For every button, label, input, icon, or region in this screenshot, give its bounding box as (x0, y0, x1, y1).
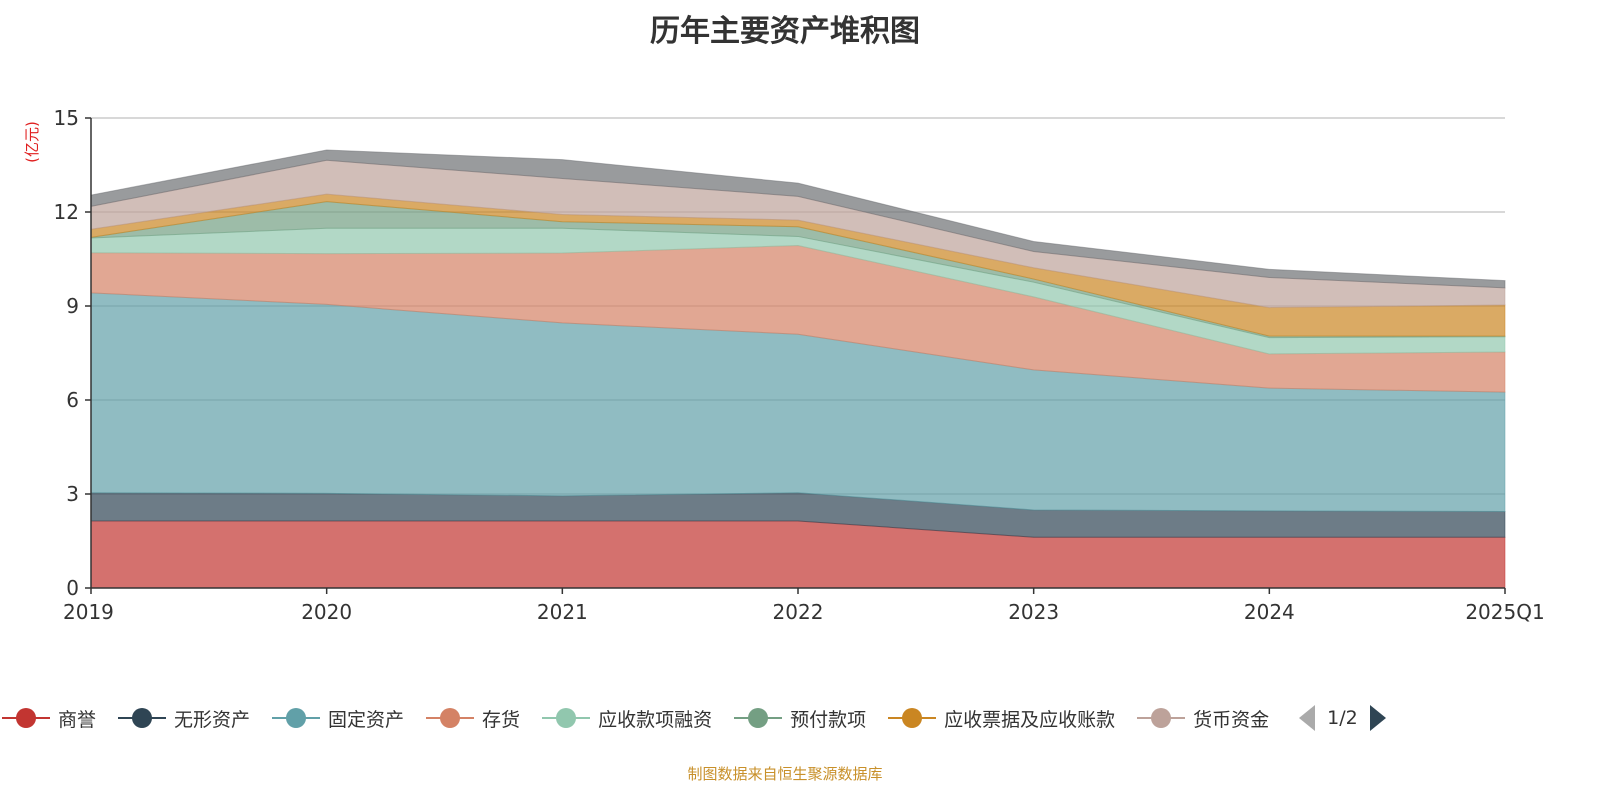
legend-label: 应收票据及应收账款 (944, 708, 1116, 731)
y-tick-label: 12 (54, 200, 79, 224)
legend-label: 固定资产 (328, 708, 405, 731)
legend-item-0[interactable]: 商誉 (2, 705, 96, 732)
x-tick-label: 2021 (537, 600, 588, 624)
legend-item-4[interactable]: 应收款项融资 (542, 705, 712, 732)
y-tick-label: 9 (66, 294, 79, 318)
legend-label: 预付款项 (790, 708, 867, 731)
legend-page-indicator: 1/2 (1327, 707, 1358, 729)
x-tick-label: 2023 (1008, 600, 1059, 624)
legend-marker-icon (118, 708, 167, 728)
legend-label: 存货 (482, 708, 521, 731)
legend-next-page-icon[interactable] (1368, 703, 1388, 733)
legend-marker-icon (1137, 708, 1186, 728)
legend-marker-icon (272, 708, 321, 728)
y-tick-label: 6 (66, 388, 79, 412)
legend-marker-icon (734, 708, 783, 728)
y-axis-unit-label: (亿元) (23, 121, 41, 163)
y-tick-label: 0 (66, 576, 79, 600)
legend-item-2[interactable]: 固定资产 (272, 705, 404, 732)
legend-item-6[interactable]: 应收票据及应收账款 (888, 705, 1115, 732)
x-tick-label: 2020 (301, 600, 352, 624)
legend-marker-icon (888, 708, 937, 728)
legend-marker-icon (542, 708, 591, 728)
legend-marker-icon (426, 708, 475, 728)
legend-label: 货币资金 (1193, 708, 1270, 731)
x-tick-label: 2019 (63, 600, 114, 624)
area-series-8 (90, 149, 1506, 289)
legend-item-3[interactable]: 存货 (426, 705, 520, 732)
legend-item-5[interactable]: 预付款项 (734, 705, 866, 732)
legend-label: 应收款项融资 (598, 708, 713, 731)
legend-pager: 1/2 (1297, 703, 1388, 733)
chart-title: 历年主要资产堆积图 (650, 14, 920, 49)
legend: 商誉 无形资产 固定资产 存货 应收款项融资 预付款项 应收票据及应收账款 货币资金 1/2 (2, 703, 1388, 733)
x-tick-label: 2024 (1244, 600, 1295, 624)
stacked-area-chart: 0 3 6 9 12 15 2019 2020 2021 2022 2023 2024 2025Q1 (亿… (23, 106, 1545, 624)
x-tick-label: 2022 (773, 600, 824, 624)
legend-marker-icon (2, 708, 50, 728)
y-tick-label: 3 (66, 482, 79, 506)
legend-prev-page-icon[interactable] (1297, 703, 1317, 733)
y-tick-label: 15 (54, 106, 79, 130)
x-tick-label: 2025Q1 (1465, 600, 1544, 624)
legend-item-1[interactable]: 无形资产 (118, 705, 250, 732)
data-source-footer: 制图数据来自恒生聚源数据库 (687, 765, 883, 783)
legend-label: 商誉 (58, 708, 97, 731)
legend-item-7[interactable]: 货币资金 (1137, 705, 1269, 732)
legend-label: 无形资产 (174, 708, 251, 731)
